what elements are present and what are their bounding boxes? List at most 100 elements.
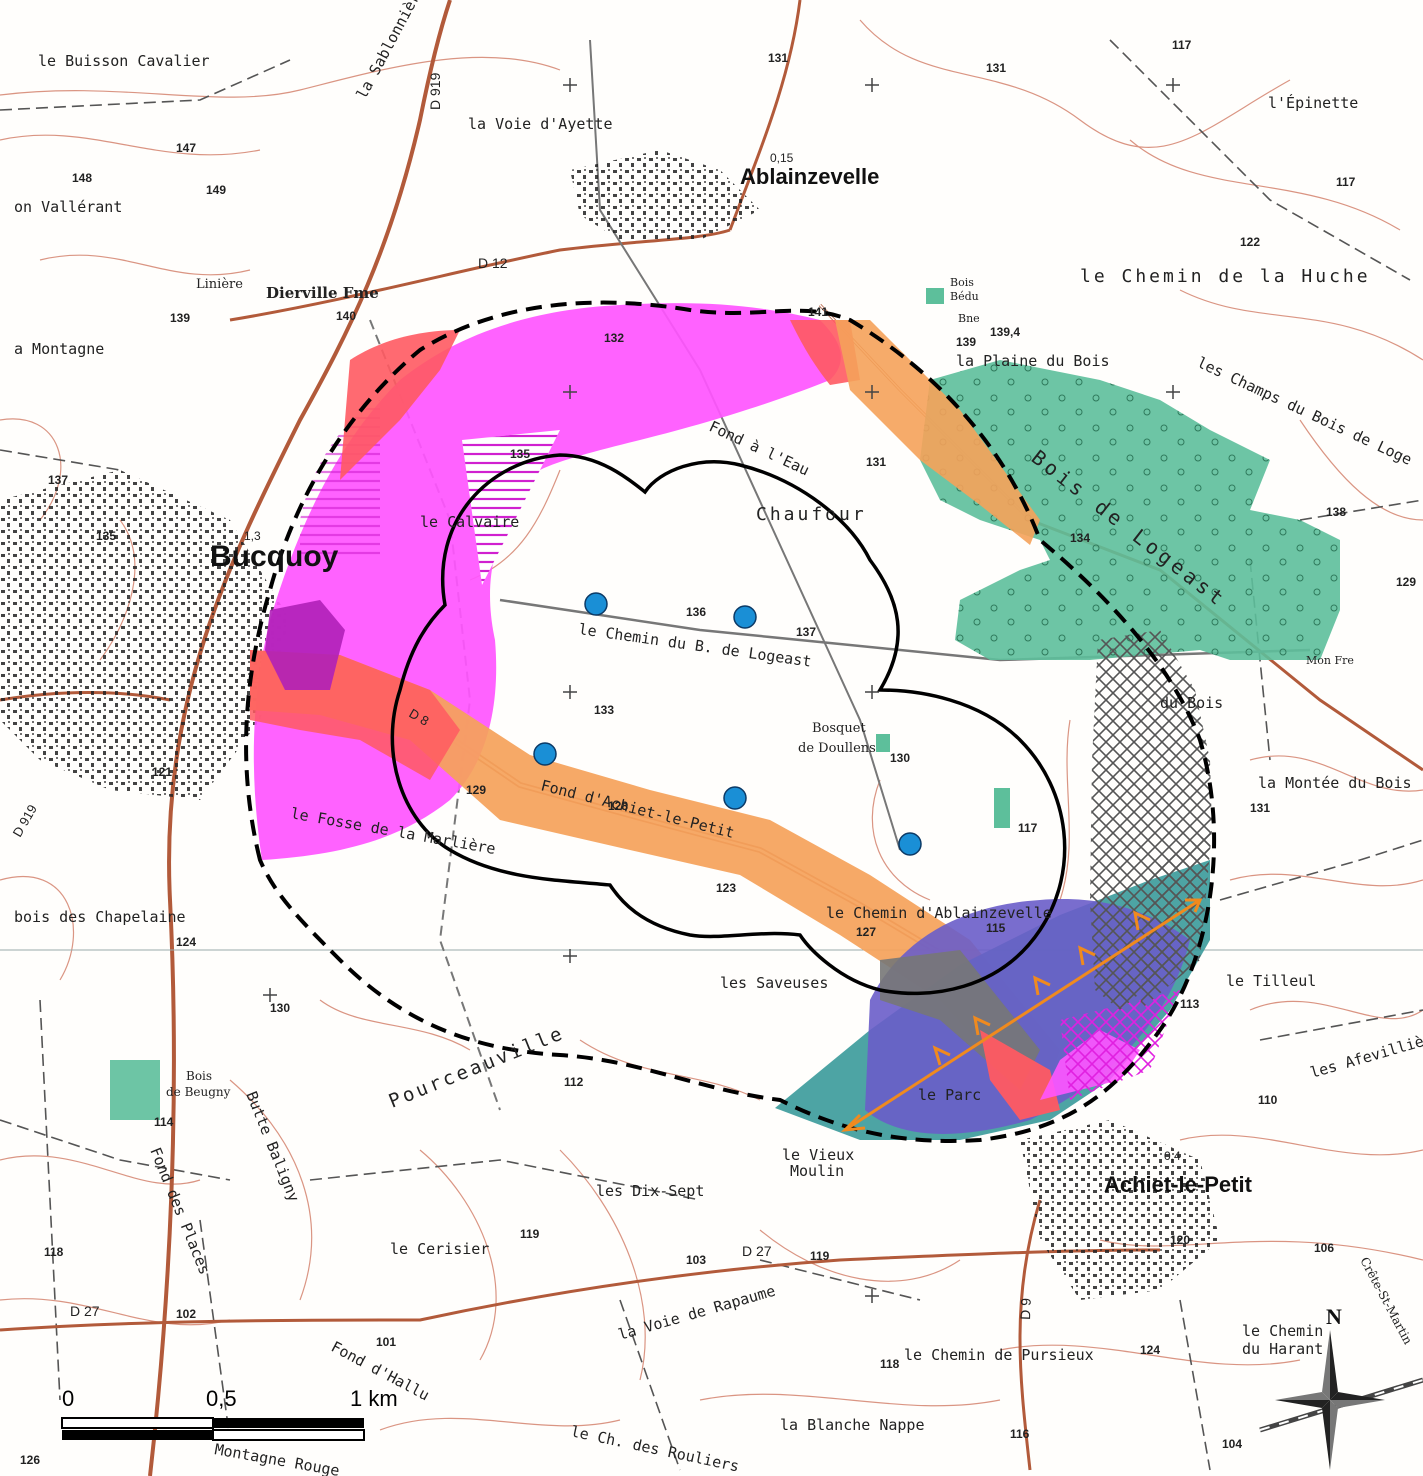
label-plaine-bois: la Plaine du Bois [956, 352, 1110, 370]
label-bois-bedu: Bois [950, 276, 974, 289]
label-vieux-moulin: le Vieux [782, 1146, 854, 1164]
svg-text:110: 110 [1258, 1093, 1278, 1107]
svg-text:117: 117 [1336, 175, 1356, 189]
label-mon-fre: Mon Fre [1306, 654, 1354, 667]
svg-text:132: 132 [604, 331, 624, 345]
svg-text:104: 104 [1222, 1437, 1242, 1451]
svg-text:139: 139 [170, 311, 190, 325]
svg-text:112: 112 [564, 1075, 584, 1089]
label-bois-bedu2: Bédu [950, 290, 979, 303]
svg-text:149: 149 [206, 183, 226, 197]
forest-small-2 [926, 288, 944, 304]
label-bois-beugny: Bois [186, 1069, 212, 1083]
svg-text:148: 148 [72, 171, 92, 185]
label-achiet: Achiet-le-Petit [1104, 1172, 1253, 1197]
label-pop-bucquoy: 1,3 [244, 529, 261, 543]
label-chapelaine: bois des Chapelaine [14, 908, 186, 926]
svg-text:115: 115 [986, 921, 1006, 935]
field-paths [0, 39, 1423, 1471]
north-label: N [1326, 1304, 1342, 1329]
label-chemin-harant: le Chemin [1242, 1322, 1323, 1340]
svg-text:138: 138 [1326, 505, 1346, 519]
wind-turbines [533, 592, 922, 856]
label-montee-bois: la Montée du Bois [1258, 774, 1412, 792]
orange-buffer-ne [835, 320, 1040, 545]
svg-text:135: 135 [510, 447, 530, 461]
spot-elevations: 131 131 117 147 148 149 139 140 132 135 … [20, 38, 1416, 1467]
turbine-4 [723, 786, 747, 810]
svg-text:130: 130 [890, 751, 910, 765]
svg-text:129: 129 [1396, 575, 1416, 589]
svg-text:102: 102 [176, 1307, 196, 1321]
label-d919: D 919 [427, 72, 443, 110]
svg-text:121: 121 [152, 765, 172, 779]
svg-text:135: 135 [96, 529, 116, 543]
label-bucquoy: Bucquoy [210, 540, 339, 573]
svg-text:129: 129 [466, 783, 486, 797]
label-chemin-harant2: du Harant [1242, 1340, 1323, 1358]
forest-small-4 [994, 788, 1010, 828]
label-parc: le Parc [918, 1086, 981, 1104]
scale-label-one: 1 km [350, 1386, 398, 1411]
power-line [840, 898, 1203, 1132]
label-tilleul: le Tilleul [1226, 972, 1316, 990]
svg-text:120: 120 [1170, 1233, 1190, 1247]
turbine-5 [898, 832, 922, 856]
village-achiet [1020, 1120, 1220, 1300]
svg-text:128: 128 [608, 799, 628, 813]
svg-text:136: 136 [686, 605, 706, 619]
label-epinette: l'Épinette [1268, 93, 1358, 112]
svg-text:118: 118 [880, 1357, 900, 1371]
red-patch-northwest [340, 330, 460, 480]
svg-text:133: 133 [594, 703, 614, 717]
scale-bar: 0 0,5 1 km [61, 1386, 398, 1441]
svg-text:117: 117 [1172, 38, 1192, 52]
label-blanche-nappe: la Blanche Nappe [780, 1416, 925, 1434]
dashed-outer-perimeter [244, 300, 1217, 1143]
turbine-2 [733, 605, 757, 629]
label-bois-beugny2: de Beugny [166, 1085, 231, 1099]
svg-text:131: 131 [986, 61, 1006, 75]
svg-text:114: 114 [154, 1115, 174, 1129]
orange-buffer-road [250, 650, 1060, 1110]
scale-bar-black-1 [62, 1430, 213, 1440]
svg-text:126: 126 [20, 1453, 40, 1467]
svg-text:119: 119 [520, 1227, 540, 1241]
svg-text:131: 131 [768, 51, 788, 65]
label-dierville: Dierville Fme [266, 284, 379, 302]
svg-text:127: 127 [856, 925, 876, 939]
contour-lines [0, 19, 1423, 1431]
label-chemin-pursieux: le Chemin de Pursieux [904, 1346, 1094, 1364]
svg-text:141: 141 [808, 305, 828, 319]
svg-text:139: 139 [956, 335, 976, 349]
label-calvaire: le Calvaire [420, 513, 519, 531]
red-patch-se [980, 1030, 1060, 1120]
svg-text:119: 119 [810, 1249, 830, 1263]
survey-crosses [263, 78, 1180, 1303]
village-ablainzevelle [570, 150, 760, 240]
svg-text:124: 124 [1140, 1343, 1160, 1357]
svg-text:134: 134 [1070, 531, 1090, 545]
svg-text:124: 124 [176, 935, 196, 949]
svg-text:137: 137 [796, 625, 816, 639]
label-doullens: de Doullens [798, 741, 876, 756]
north-arrow: N [1275, 1304, 1385, 1470]
label-saveuses: les Saveuses [720, 974, 828, 992]
forest-small-1 [110, 1060, 160, 1120]
svg-text:113: 113 [1180, 997, 1200, 1011]
label-buisson: le Buisson Cavalier [38, 52, 210, 70]
label-dix-sept: les Dix-Sept [596, 1182, 704, 1200]
scale-label-zero: 0 [62, 1386, 74, 1411]
label-ablainzevelle: Ablainzevelle [740, 164, 879, 189]
svg-text:140: 140 [336, 309, 356, 323]
solid-inner-perimeter [390, 453, 1067, 996]
turbine-3 [533, 742, 557, 766]
turbine-1 [584, 592, 608, 616]
label-voie-ayette: la Voie d'Ayette [468, 115, 613, 133]
label-vallerant: on Vallérant [14, 198, 122, 216]
label-d12: D 12 [478, 255, 508, 271]
label-chemin-huche: le Chemin de la Huche [1080, 266, 1371, 287]
label-vieux-moulin2: Moulin [790, 1162, 844, 1180]
village-areas [0, 150, 1220, 1300]
